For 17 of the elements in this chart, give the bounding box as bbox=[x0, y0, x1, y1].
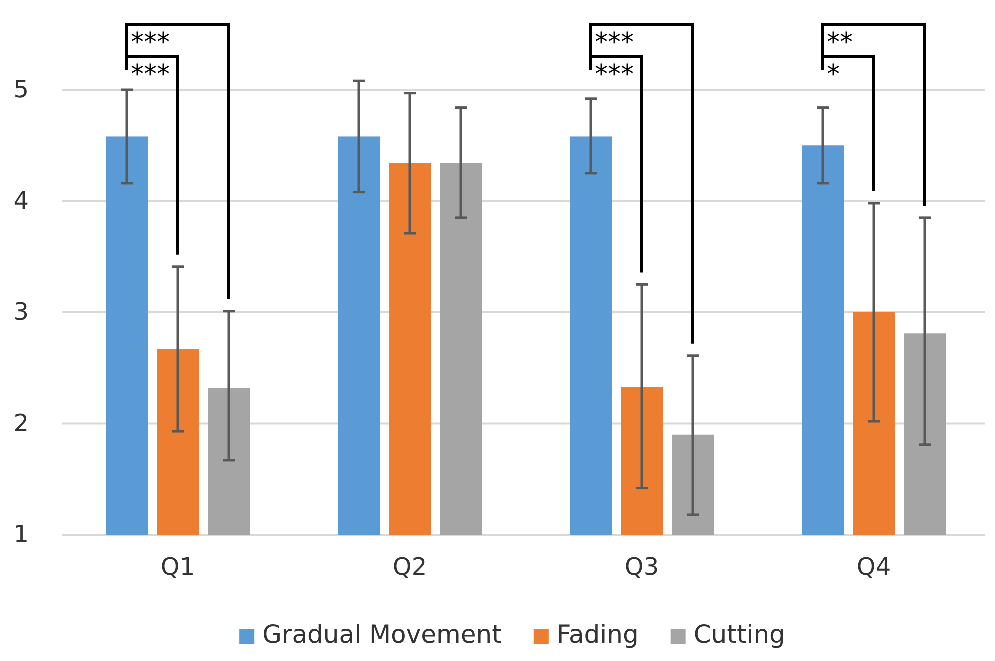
annotation: *** bbox=[131, 60, 170, 90]
x-tick-label: Q3 bbox=[624, 553, 660, 582]
y-tick-label: 3 bbox=[14, 298, 29, 326]
y-tick-label: 1 bbox=[14, 520, 29, 549]
y-tick-label: 5 bbox=[14, 76, 29, 104]
y-tick-label: 4 bbox=[14, 186, 29, 215]
legend-label: Cutting bbox=[694, 620, 786, 649]
legend-label: Gradual Movement bbox=[262, 620, 502, 649]
text: *** bbox=[131, 28, 170, 58]
text: *** bbox=[595, 28, 634, 58]
y-tick-label: 2 bbox=[14, 409, 29, 438]
legend-label: Fading bbox=[556, 620, 639, 649]
annotation: *** bbox=[595, 60, 634, 90]
x-tick-label: Q2 bbox=[392, 553, 428, 582]
x-tick-label: Q1 bbox=[160, 553, 196, 582]
annotation: *** bbox=[827, 28, 853, 90]
x-tick-label: Q4 bbox=[856, 553, 892, 582]
